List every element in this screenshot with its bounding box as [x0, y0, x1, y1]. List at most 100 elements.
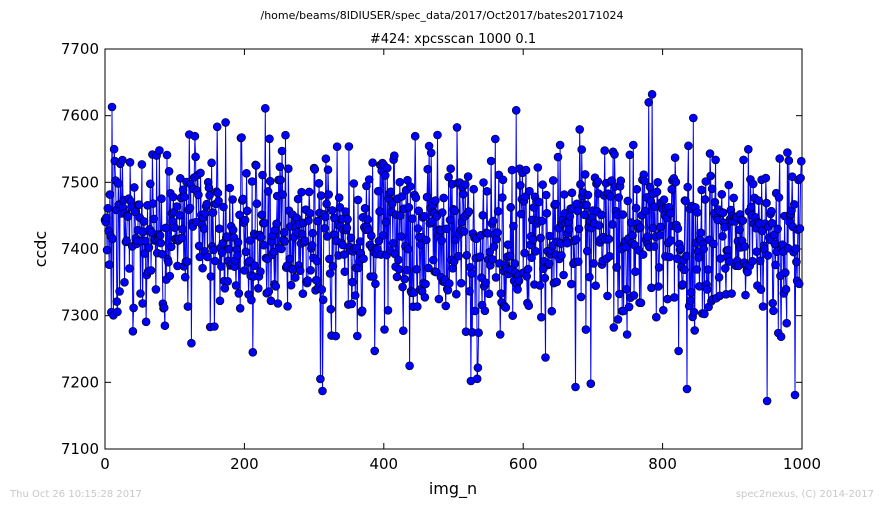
data-point — [489, 242, 499, 251]
data-point — [681, 251, 691, 261]
data-point — [573, 257, 583, 267]
data-point — [613, 315, 623, 324]
data-point — [703, 265, 713, 274]
data-point — [720, 222, 729, 232]
data-point — [550, 199, 560, 209]
data-point — [228, 195, 237, 204]
data-point — [479, 178, 488, 187]
data-point — [225, 183, 235, 193]
data-point — [431, 196, 440, 205]
data-point — [686, 288, 696, 297]
data-point — [706, 171, 716, 181]
data-point — [231, 281, 241, 290]
data-point — [678, 280, 688, 289]
y-tick-label: 7400 — [61, 240, 99, 258]
data-point — [257, 210, 267, 220]
data-point — [796, 156, 806, 166]
data-point — [235, 303, 245, 313]
data-point — [740, 242, 750, 251]
data-point — [575, 125, 585, 134]
data-point — [752, 247, 762, 256]
data-point — [224, 244, 234, 254]
data-point — [514, 276, 524, 286]
data-point — [373, 186, 383, 196]
data-point — [359, 254, 368, 264]
data-point — [235, 210, 244, 220]
data-point — [157, 194, 166, 203]
data-point — [635, 223, 645, 232]
data-point — [444, 172, 453, 182]
data-point — [701, 177, 711, 186]
data-point — [395, 177, 405, 187]
data-point — [368, 272, 378, 281]
data-point — [656, 222, 665, 232]
data-point — [784, 156, 794, 165]
data-point — [498, 175, 508, 185]
data-point — [138, 299, 147, 308]
data-point — [679, 265, 689, 275]
data-point — [139, 217, 149, 226]
data-point — [206, 272, 216, 281]
data-point — [488, 255, 497, 264]
data-point — [194, 241, 204, 251]
data-point — [217, 248, 227, 257]
data-point — [792, 257, 801, 267]
data-point — [237, 133, 246, 142]
data-point — [293, 194, 303, 204]
data-point — [159, 303, 169, 313]
data-point — [233, 251, 242, 260]
data-point — [245, 236, 255, 245]
data-point — [688, 113, 698, 123]
data-point — [700, 309, 709, 319]
data-point — [412, 264, 421, 274]
data-point — [557, 251, 566, 260]
data-point — [212, 122, 222, 132]
data-point — [757, 226, 767, 236]
data-point — [433, 130, 442, 140]
data-point — [516, 209, 526, 219]
data-point — [782, 318, 792, 328]
data-point — [665, 252, 674, 262]
data-point — [180, 192, 189, 202]
data-point — [589, 259, 598, 268]
data-point — [632, 185, 642, 194]
data-point — [128, 326, 138, 336]
data-point — [102, 245, 112, 255]
data-point — [521, 165, 531, 175]
data-point — [651, 312, 661, 322]
data-point — [108, 234, 117, 244]
data-point — [164, 167, 174, 176]
data-point — [473, 363, 483, 373]
data-point — [541, 190, 551, 200]
data-point — [180, 272, 190, 282]
data-point — [318, 295, 328, 305]
data-point — [191, 152, 200, 162]
data-point — [363, 215, 373, 224]
data-point — [280, 237, 290, 246]
data-point — [256, 233, 266, 242]
data-point — [484, 289, 494, 299]
data-point — [400, 274, 410, 284]
data-point — [729, 193, 739, 203]
data-point — [522, 271, 532, 281]
data-point — [151, 285, 161, 294]
data-point — [210, 322, 219, 331]
data-point — [566, 279, 576, 289]
data-point — [103, 204, 113, 213]
data-point — [682, 384, 692, 394]
data-point — [196, 168, 205, 178]
data-point — [631, 203, 641, 213]
data-point — [676, 244, 686, 253]
data-point — [531, 247, 541, 256]
data-point — [107, 102, 117, 112]
data-point — [316, 374, 325, 384]
data-point — [580, 170, 590, 179]
data-point — [427, 217, 437, 226]
data-point — [482, 187, 492, 196]
plot-data — [100, 90, 806, 406]
data-point — [773, 224, 782, 234]
footer-timestamp: Thu Oct 26 10:15:28 2017 — [9, 489, 142, 500]
data-series-markers — [100, 90, 806, 406]
data-point — [217, 262, 226, 271]
data-point — [738, 216, 748, 225]
